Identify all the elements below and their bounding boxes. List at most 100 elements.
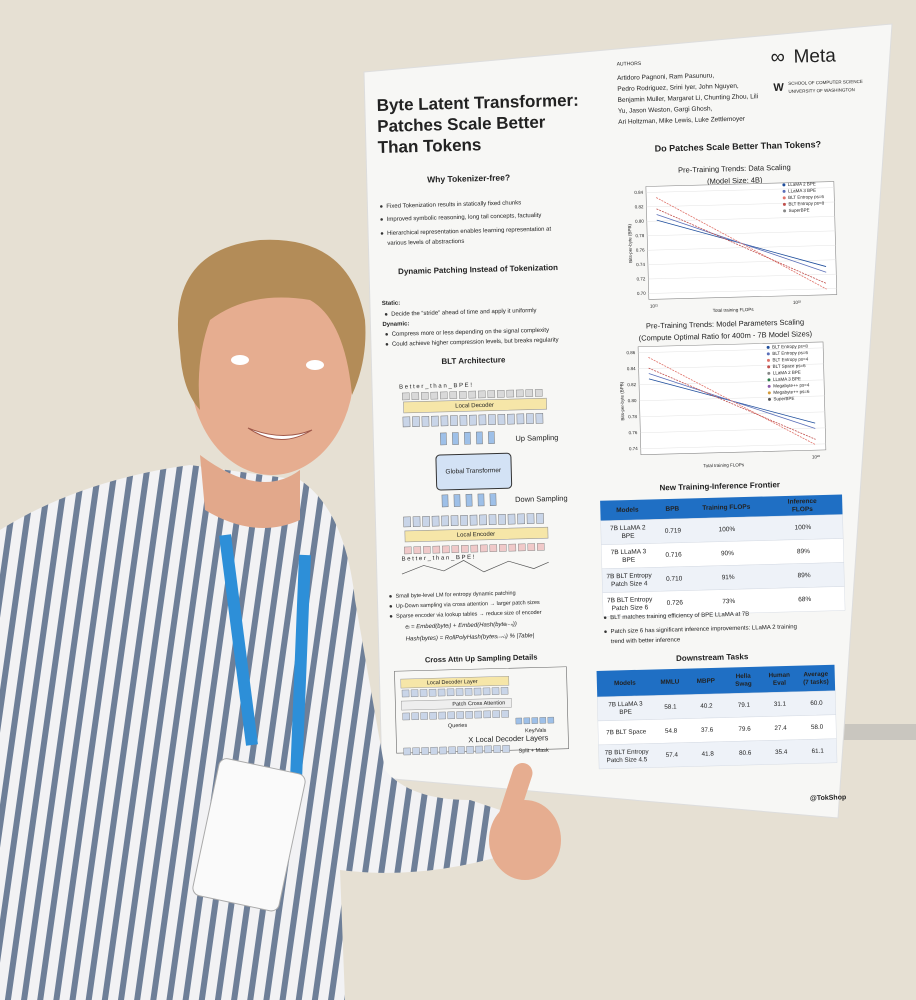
plot-area [645,181,838,300]
token-box [502,745,510,753]
block-label: Local Encoder [457,532,496,539]
grid-line [646,187,834,193]
table-cell: 100% [719,526,736,533]
y-tick-label: 0.72 [636,276,645,281]
table-cell: 0.716 [665,551,682,558]
token-box [489,544,498,552]
token-box [448,746,456,755]
table-cell: BPE [622,557,636,564]
patch-box [476,431,483,445]
bullet-text: Patch size 6 has significant inference i… [610,624,797,635]
block-label: Down Sampling [515,494,568,504]
table-header-cell: Average [803,671,828,679]
token-box [517,543,526,552]
patch-box [539,717,547,724]
token-box [536,543,545,551]
block [403,397,547,414]
table-row [598,738,838,770]
token-box [401,392,410,401]
token-box [428,688,437,697]
bullet-dot [604,630,607,634]
neck [200,455,300,528]
block-label: Global Transformer [445,467,502,475]
table-header-cell: Inference [788,498,817,506]
table-cell: 73% [722,598,735,605]
token-box [527,543,536,551]
bullet-dot [385,333,388,336]
table-cell: 79.1 [738,702,751,709]
table-cell: 0.710 [666,575,683,582]
poster-content: Byte Latent Transformer:Patches Scale Be… [376,45,862,802]
grid-line [648,273,837,280]
token-box [429,711,437,720]
section-heading: Downstream Tasks [676,652,749,663]
table-cell: 61.1 [812,748,825,755]
table-header-cell: Training FLOPs [702,504,751,512]
token-box [506,389,515,398]
table-cell: 7B LLaMA 3 [608,701,643,709]
section-heading: Cross Attn Up Sampling Details [425,652,538,664]
y-tick-label: 0.84 [634,190,643,195]
token-box [412,516,421,527]
lanyard [219,534,311,781]
block-label: X Local Decoder Layers [468,733,549,744]
token-box [455,688,464,696]
token-box [451,545,460,553]
person [0,239,561,1000]
table-cell: 7B BLT Entropy [606,572,652,580]
entropy-curve [401,560,549,575]
bullet-text: Hierarchical representation enables lear… [387,227,552,237]
block [401,697,512,711]
token-box [498,514,506,525]
table-cell: 7B BLT Entropy [607,596,653,604]
grid-line [640,427,826,433]
token-box [488,414,496,425]
table-cell: 79.6 [738,726,751,733]
legend-label: LLaMA 2 BPE [788,181,816,187]
legend-swatch [767,391,771,395]
token-box [516,413,525,425]
uw-mark: W [773,82,784,94]
legend-swatch [767,365,771,369]
patch-box [441,494,449,508]
token-box [526,413,534,424]
token-box [526,513,535,524]
legend-label: Megabyte++ ps=4 [773,382,810,388]
token-box [507,513,516,525]
table-cell: 27.4 [774,725,787,732]
y-tick-label: 0.86 [626,350,635,355]
table-header-cell: Swag [735,680,752,687]
table-cell: 7B LLaMA 3 [611,548,647,556]
token-box [534,389,543,397]
legend-swatch [783,209,787,213]
token-box [440,415,449,427]
token-box [470,544,479,553]
patch-box [465,493,473,507]
token-box [402,416,411,428]
token-box [446,688,455,697]
patch-box [515,717,523,725]
table-cell: 31.1 [774,701,787,708]
token-box [483,710,491,719]
table-cell: 54.8 [665,728,678,735]
table-cell: 35.4 [775,749,788,756]
token-box [422,516,430,527]
legend-label: LLaMA 3 BPE [788,188,816,194]
patch-box [488,431,495,444]
grid-line [639,395,825,401]
legend-swatch [782,202,786,206]
token-box [449,391,458,399]
token-box [473,687,482,696]
x-axis-label: Total training FLOPs [703,462,745,468]
token-box [458,391,467,399]
token-box [441,545,450,554]
table-row [602,586,846,617]
bullet-text: Improved symbolic reasoning, long tail c… [387,213,542,223]
grid-line [646,201,835,208]
grid-line [639,379,825,386]
token-box [535,413,544,424]
rail [830,724,916,740]
legend-label: BLT Entropy ps=6 [772,350,808,356]
table-cell: Patch Size 4 [611,580,648,588]
grid-line [647,230,836,237]
